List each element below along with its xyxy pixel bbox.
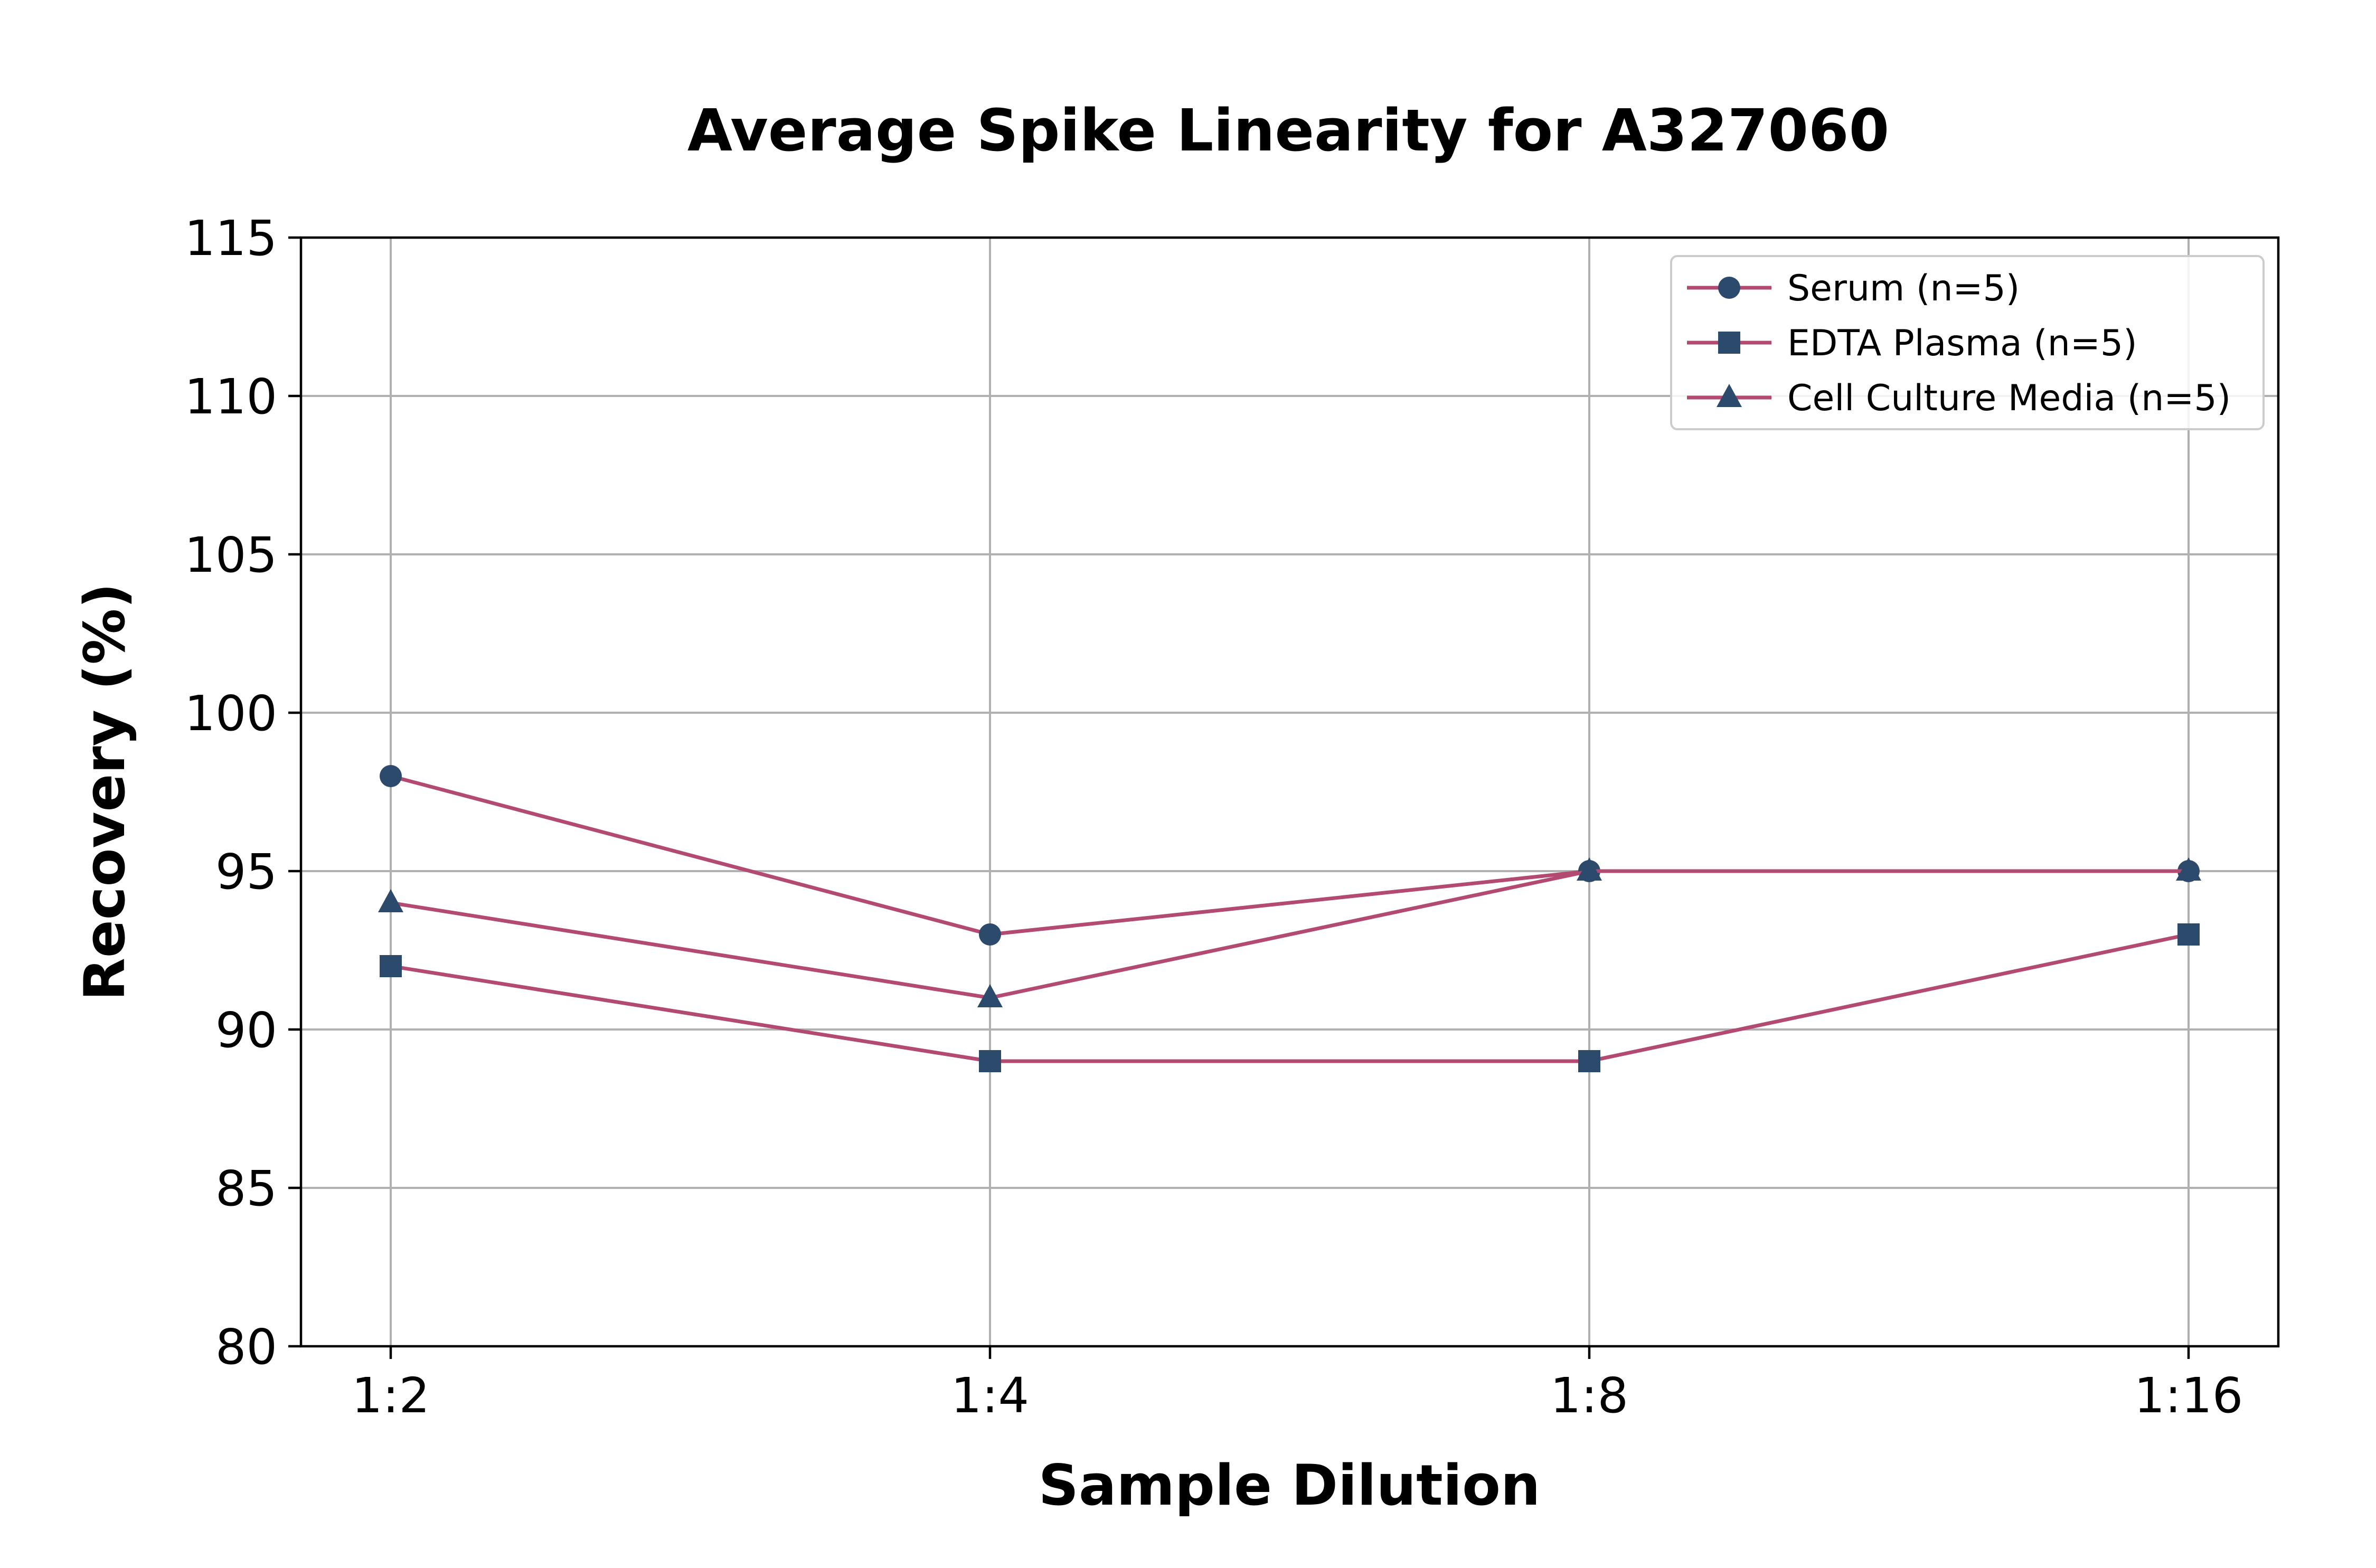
legend-label: EDTA Plasma (n=5) xyxy=(1787,323,2137,364)
series-circle xyxy=(380,765,2200,946)
axis-ticks: 80 85 90 95 100 105 110 115 1:2 1:4 1:8 1:16 xyxy=(184,210,2243,1424)
x-tick-label: 1:16 xyxy=(2134,1367,2243,1424)
y-tick-label: 110 xyxy=(184,369,277,425)
data-point-circle xyxy=(380,765,402,787)
x-tick-label: 1:8 xyxy=(1550,1367,1628,1424)
legend-item: Serum (n=5) xyxy=(1687,268,2020,309)
data-point-triangle xyxy=(378,889,403,912)
y-axis-label: Recovery (%) xyxy=(72,583,137,1001)
x-tick-label: 1:4 xyxy=(951,1367,1029,1424)
series-line xyxy=(390,774,2189,937)
legend-item: EDTA Plasma (n=5) xyxy=(1687,323,2137,364)
data-point-square xyxy=(2177,923,2200,946)
data-point-triangle xyxy=(2176,857,2201,881)
series-triangle xyxy=(378,857,2201,1007)
chart-title: Average Spike Linearity for A327060 xyxy=(687,97,1889,164)
plot-frame xyxy=(299,236,2280,1348)
y-tick-label: 100 xyxy=(184,685,277,742)
legend: Serum (n=5) EDTA Plasma (n=5) Cell Culture… xyxy=(1670,255,2265,430)
y-tick-label: 90 xyxy=(215,1002,277,1059)
legend-marker-triangle xyxy=(1717,384,1742,407)
legend-item: Cell Culture Media (n=5) xyxy=(1687,377,2231,419)
data-point-square xyxy=(979,1050,1001,1072)
y-tick-label: 105 xyxy=(184,527,277,583)
data-point-triangle xyxy=(977,984,1003,1007)
y-tick-label: 85 xyxy=(215,1160,277,1217)
series-layer xyxy=(378,765,2201,1072)
data-point-circle xyxy=(979,923,1001,946)
series-line xyxy=(390,932,2189,1063)
y-tick-label: 95 xyxy=(215,844,277,900)
series-square xyxy=(380,923,2200,1072)
y-tick-label: 80 xyxy=(215,1319,277,1375)
series-line xyxy=(390,869,2189,1000)
data-point-square xyxy=(380,955,402,977)
legend-marker-circle xyxy=(1718,277,1740,299)
legend-box xyxy=(1670,255,2265,430)
legend-label: Serum (n=5) xyxy=(1787,268,2020,309)
x-tick-label: 1:2 xyxy=(352,1367,430,1424)
y-tick-label: 115 xyxy=(184,210,277,267)
data-point-square xyxy=(1578,1050,1600,1072)
x-axis-label: Sample Dilution xyxy=(1039,1453,1541,1518)
legend-marker-square xyxy=(1718,332,1740,354)
legend-label: Cell Culture Media (n=5) xyxy=(1787,377,2231,419)
data-point-triangle xyxy=(1577,857,1602,881)
